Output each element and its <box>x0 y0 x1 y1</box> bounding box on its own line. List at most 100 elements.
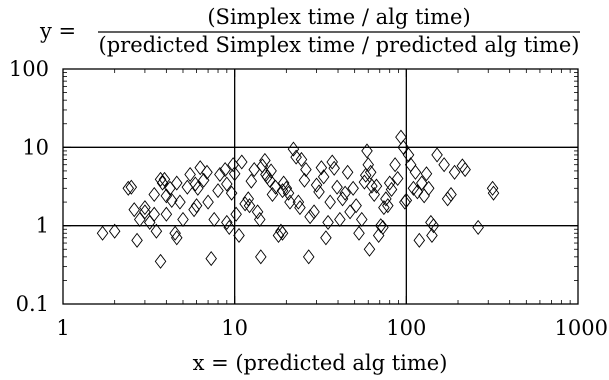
data-point <box>189 176 202 192</box>
data-point <box>225 185 238 201</box>
data-point <box>292 194 305 210</box>
data-point <box>322 214 334 230</box>
data-point <box>353 225 365 241</box>
data-point <box>486 180 499 196</box>
data-point <box>389 157 401 173</box>
data-point <box>239 196 251 212</box>
data-point <box>160 188 173 204</box>
x-tick-label: 100 <box>386 316 426 340</box>
data-point <box>448 164 461 180</box>
data-point <box>294 200 306 216</box>
data-point <box>255 249 267 265</box>
data-point <box>242 191 255 207</box>
data-point <box>188 202 200 218</box>
data-point <box>277 175 290 191</box>
data-point <box>324 194 336 210</box>
title-numerator: (Simplex time / alg time) <box>207 5 470 29</box>
data-point <box>139 200 151 216</box>
data-point <box>243 198 256 214</box>
data-point <box>174 194 186 210</box>
data-point <box>125 179 138 195</box>
data-point <box>347 180 359 196</box>
x-tick-label: 1 <box>56 316 69 340</box>
data-point <box>276 183 289 199</box>
data-point <box>441 191 454 207</box>
x-tick-label: 10 <box>221 316 248 340</box>
y-tick-labels: 0.1 1 10 100 <box>9 57 49 316</box>
data-point <box>169 225 181 241</box>
x-tick-labels: 1 10 100 1000 <box>56 316 608 340</box>
data-point <box>184 166 196 183</box>
data-point <box>202 194 214 210</box>
data-point <box>416 175 428 191</box>
data-point <box>282 185 295 201</box>
data-point <box>154 171 167 187</box>
data-point <box>280 180 293 196</box>
data-point <box>236 154 248 170</box>
data-point <box>459 162 471 178</box>
data-point <box>336 191 349 207</box>
data-point <box>411 184 424 200</box>
data-points <box>96 129 500 269</box>
data-point <box>171 175 183 191</box>
data-point <box>272 227 285 243</box>
data-point <box>190 198 203 214</box>
data-point <box>259 152 271 168</box>
data-point <box>221 214 233 230</box>
data-point <box>355 211 368 228</box>
data-point <box>331 179 343 195</box>
data-point <box>302 249 315 265</box>
data-point <box>295 151 308 168</box>
data-point <box>300 162 312 178</box>
data-point <box>385 181 398 197</box>
data-point <box>263 172 276 188</box>
data-point <box>397 139 410 155</box>
data-point <box>320 230 332 246</box>
data-point <box>359 167 372 183</box>
x-tick-label: 1000 <box>555 316 608 340</box>
chart-title: y = (Simplex time / alg time) (predicted… <box>39 5 580 57</box>
title-lhs: y = <box>39 19 76 43</box>
data-point <box>413 232 426 248</box>
data-point <box>313 184 325 200</box>
data-point <box>156 175 169 191</box>
data-point <box>171 230 183 246</box>
data-point <box>418 188 430 204</box>
data-point <box>438 157 450 173</box>
data-point <box>154 253 167 269</box>
data-point <box>233 227 245 243</box>
data-point <box>228 166 241 182</box>
data-point <box>223 219 236 235</box>
data-point <box>366 178 378 194</box>
data-point <box>364 164 377 180</box>
data-point <box>150 223 163 239</box>
data-point <box>266 186 279 203</box>
data-point <box>382 198 394 214</box>
data-point <box>165 192 178 208</box>
data-point <box>339 185 351 201</box>
data-point <box>197 172 210 188</box>
data-point <box>350 198 362 214</box>
data-point <box>487 185 500 201</box>
data-point <box>122 180 135 196</box>
data-point <box>248 162 260 178</box>
data-point <box>399 194 411 210</box>
data-point <box>445 186 457 203</box>
data-point <box>148 186 161 203</box>
data-point <box>334 211 346 228</box>
data-point <box>358 174 371 190</box>
data-point <box>265 163 277 179</box>
data-point <box>128 202 141 218</box>
data-point <box>131 232 143 248</box>
y-tick-label: 1 <box>36 214 49 238</box>
data-point <box>221 176 233 192</box>
data-point <box>194 160 206 176</box>
data-point <box>383 175 396 191</box>
title-denominator: (predicted Simplex time / predicted alg … <box>99 33 580 57</box>
data-point <box>422 180 435 196</box>
data-point <box>298 172 311 188</box>
data-point <box>362 157 375 173</box>
data-point <box>380 191 392 207</box>
data-point <box>276 225 289 241</box>
